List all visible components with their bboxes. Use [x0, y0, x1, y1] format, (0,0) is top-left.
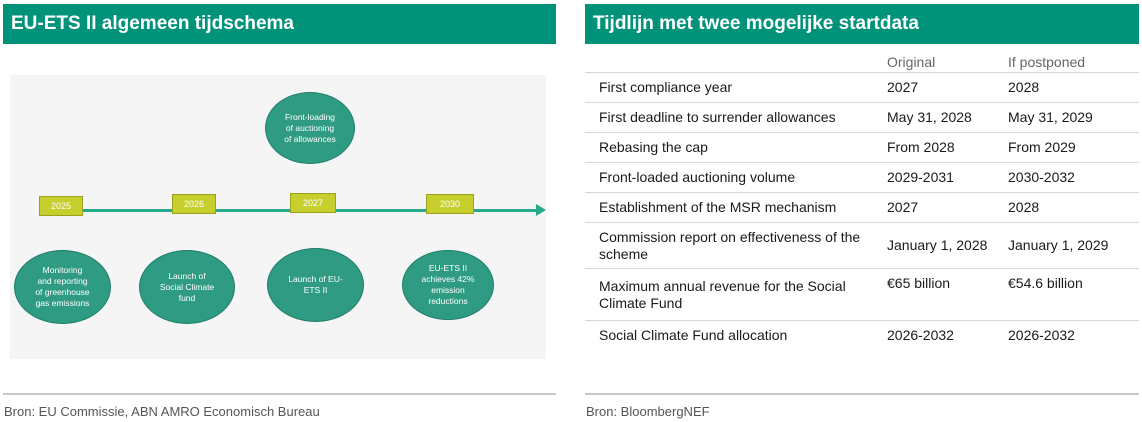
- row-label: Establishment of the MSR mechanism: [585, 192, 887, 223]
- year-box-2030: 2030: [426, 194, 474, 214]
- row-postponed: May 31, 2029: [1008, 102, 1139, 133]
- table-header-label: [585, 52, 887, 73]
- row-postponed: From 2029: [1008, 132, 1139, 163]
- row-label: First deadline to surrender allowances: [585, 102, 887, 133]
- row-original: 2027: [887, 192, 1008, 223]
- left-source: Bron: EU Commissie, ABN AMRO Economisch …: [4, 404, 320, 419]
- right-divider: [585, 393, 1139, 395]
- right-panel-title: Tijdlijn met twee mogelijke startdata: [585, 4, 1139, 44]
- year-box-2025: 2025: [39, 196, 83, 216]
- row-label: Commission report on effectiveness of th…: [585, 222, 887, 269]
- table-header-original: Original: [887, 53, 936, 70]
- row-postponed: January 1, 2029: [1008, 222, 1139, 269]
- left-panel: EU-ETS II algemeen tijdschema: [3, 4, 556, 44]
- table-row: First compliance year 2027 2028: [585, 72, 1139, 103]
- row-label: Maximum annual revenue for the Social Cl…: [585, 268, 887, 321]
- table-row: First deadline to surrender allowances M…: [585, 102, 1139, 133]
- table-row: Commission report on effectiveness of th…: [585, 222, 1139, 269]
- row-postponed: 2030-2032: [1008, 162, 1139, 193]
- right-panel: Tijdlijn met twee mogelijke startdata Or…: [585, 4, 1139, 350]
- row-label: Front-loaded auctioning volume: [585, 162, 887, 193]
- bubble-launch-social-climate-fund: Launch of Social Climate fund: [139, 250, 235, 324]
- timeline-arrow-icon: [536, 204, 546, 216]
- right-source: Bron: BloombergNEF: [586, 404, 710, 419]
- table-row: Rebasing the cap From 2028 From 2029: [585, 132, 1139, 163]
- bubble-monitoring: Monitoring and reporting of greenhouse g…: [14, 250, 111, 324]
- row-original: May 31, 2028: [887, 102, 1008, 133]
- table-header-postponed: If postponed: [1008, 53, 1086, 70]
- row-original: From 2028: [887, 132, 1008, 163]
- row-label: Rebasing the cap: [585, 132, 887, 163]
- left-panel-title: EU-ETS II algemeen tijdschema: [3, 4, 556, 44]
- timeline-diagram: 2025 2026 2027 2030 Front-loading of auc…: [10, 75, 546, 359]
- bubble-42-percent-reduction: EU-ETS II achieves 42% emission reductio…: [402, 250, 494, 320]
- row-postponed: 2026-2032: [1008, 320, 1139, 350]
- row-original: 2027: [887, 72, 1008, 103]
- table-row: Front-loaded auctioning volume 2029-2031…: [585, 162, 1139, 193]
- row-label: First compliance year: [585, 72, 887, 103]
- row-original: January 1, 2028: [887, 222, 1008, 269]
- left-divider: [3, 393, 556, 395]
- bubble-launch-eu-ets-ii: Launch of EU- ETS II: [267, 248, 364, 322]
- timeline-table: Original If postponed First compliance y…: [585, 52, 1139, 350]
- table-row: Maximum annual revenue for the Social Cl…: [585, 268, 1139, 321]
- row-postponed: 2028: [1008, 192, 1139, 223]
- table-row: Social Climate Fund allocation 2026-2032…: [585, 320, 1139, 350]
- table-row: Establishment of the MSR mechanism 2027 …: [585, 192, 1139, 223]
- row-original: €65 billion: [887, 268, 1008, 321]
- year-box-2026: 2026: [172, 194, 216, 214]
- year-box-2027: 2027: [290, 193, 336, 213]
- row-original: 2026-2032: [887, 320, 1008, 350]
- bubble-front-loading: Front-loading of auctioning of allowance…: [265, 92, 355, 164]
- row-postponed: €54.6 billion: [1008, 268, 1139, 321]
- row-original: 2029-2031: [887, 162, 1008, 193]
- row-postponed: 2028: [1008, 72, 1139, 103]
- row-label: Social Climate Fund allocation: [585, 320, 887, 350]
